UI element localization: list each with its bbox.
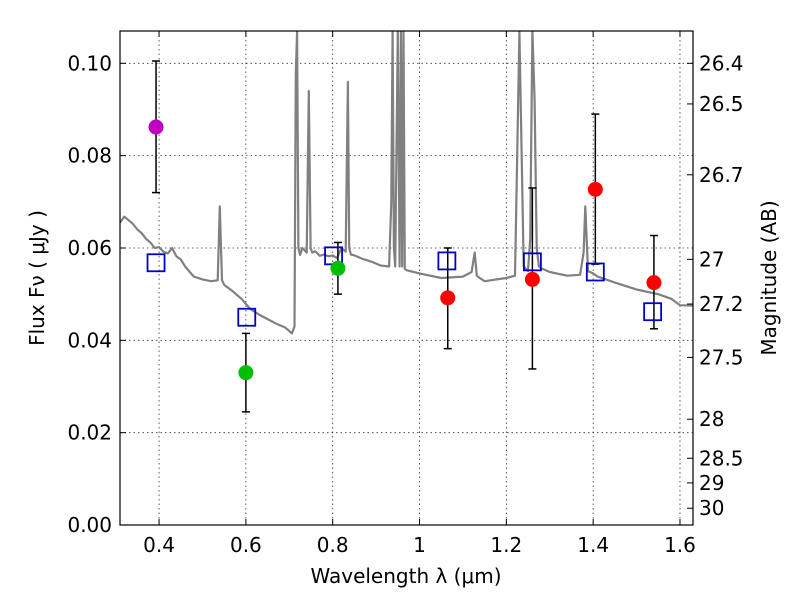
observed-point <box>524 271 540 287</box>
y-tick-label: 0.02 <box>67 421 112 445</box>
observed-point <box>440 290 456 306</box>
y-tick-label: 0.06 <box>67 236 112 260</box>
y-axis-title: Flux Fν ( μJy ) <box>25 210 49 346</box>
model-photometry-square <box>437 251 457 271</box>
magnitude-tick-label: 27.5 <box>699 345 744 369</box>
magnitude-tick-label: 29 <box>699 471 724 495</box>
observed-point <box>646 275 662 291</box>
magnitude-tick-label: 26.5 <box>699 92 744 116</box>
y-tick-label: 0.04 <box>67 328 112 352</box>
model-photometry-square <box>522 252 542 272</box>
magnitude-tick-label: 30 <box>699 496 724 520</box>
x-tick-label: 0.8 <box>317 533 349 557</box>
y-tick-label: 0.10 <box>67 51 112 75</box>
magnitude-tick-label: 28.5 <box>699 446 744 470</box>
magnitude-tick-label: 28 <box>699 407 724 431</box>
model-layer <box>146 246 663 327</box>
x-axis: 0.4 0.6 0.8 1 1.2 1.4 1.6 <box>143 31 696 557</box>
spectrum-layer <box>120 31 693 335</box>
observed-layer <box>148 119 662 381</box>
magnitude-tick-label: 27 <box>699 247 724 271</box>
observed-point <box>148 119 164 135</box>
y-tick-label: 0.08 <box>67 144 112 168</box>
y-tick-label: 0.00 <box>67 513 112 537</box>
model-spectrum-line <box>120 31 693 335</box>
x-tick-label: 1.2 <box>490 533 522 557</box>
magnitude-tick-label: 26.4 <box>699 51 744 75</box>
model-photometry-square <box>643 302 663 322</box>
x-tick-label: 0.6 <box>230 533 262 557</box>
y-axis: 0.00 0.02 0.04 0.06 0.08 0.10 <box>67 51 126 537</box>
magnitude-axis-title: Magnitude (AB) <box>757 200 781 355</box>
x-axis-title: Wavelength λ (μm) <box>310 564 501 588</box>
x-tick-label: 1.4 <box>577 533 609 557</box>
magnitude-tick-label: 26.7 <box>699 163 744 187</box>
observed-point <box>587 181 603 197</box>
x-tick-label: 0.4 <box>143 533 175 557</box>
grid-layer <box>120 31 693 526</box>
model-photometry-square <box>237 307 257 327</box>
model-photometry-square <box>146 253 166 273</box>
observed-point <box>330 260 346 276</box>
model-photometry-square <box>585 262 605 282</box>
plot-frame <box>119 30 694 526</box>
x-tick-label: 1 <box>413 533 426 557</box>
x-tick-label: 1.6 <box>664 533 696 557</box>
observed-point <box>238 365 254 381</box>
magnitude-tick-label: 27.2 <box>699 292 744 316</box>
